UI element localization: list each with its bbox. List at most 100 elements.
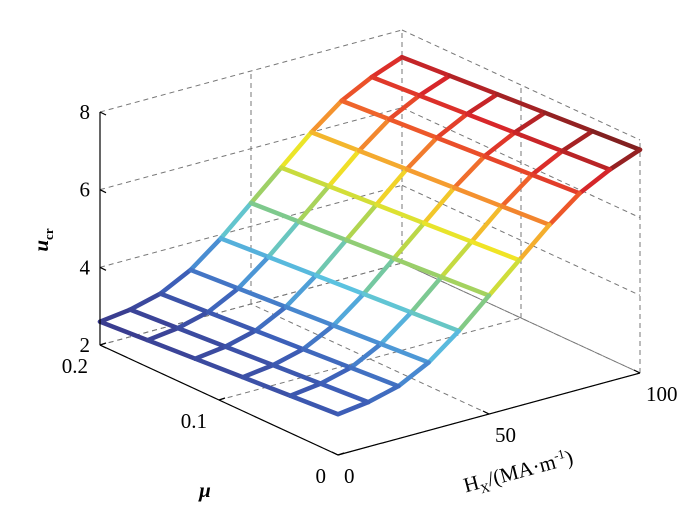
- mesh-segment: [266, 219, 301, 260]
- mesh-segment: [127, 291, 163, 312]
- mesh-segment: [318, 381, 371, 405]
- mesh-segment: [365, 383, 401, 405]
- mesh-segment: [240, 374, 293, 398]
- mesh-segment: [288, 381, 323, 398]
- mesh-segment: [559, 128, 595, 154]
- z-tick: [99, 344, 107, 349]
- y-tick: [337, 452, 345, 456]
- mesh-segment: [396, 360, 431, 389]
- mesh-segment: [253, 304, 289, 333]
- mesh-segment: [577, 167, 613, 196]
- mesh-segment: [248, 200, 301, 224]
- x-grid-line: [401, 262, 641, 374]
- mesh-segment: [97, 307, 133, 324]
- mesh-segment: [469, 204, 505, 244]
- y-axis-label: μ: [198, 478, 211, 502]
- mesh-segment: [309, 130, 362, 154]
- mesh-segment: [97, 319, 150, 343]
- mesh-segment: [343, 202, 379, 243]
- mesh-segment: [512, 110, 548, 135]
- mesh-segment: [326, 148, 362, 189]
- y-tick: [218, 397, 226, 401]
- mesh-segment: [348, 365, 401, 389]
- mesh-segment: [559, 148, 613, 172]
- mesh-segment: [248, 165, 284, 206]
- mesh-segment: [464, 91, 500, 117]
- mesh-segment: [235, 254, 271, 291]
- mesh-segment: [369, 74, 422, 98]
- y-tick: [99, 342, 107, 346]
- mesh-segment: [408, 310, 462, 334]
- mesh-segment: [547, 191, 582, 228]
- mesh-segment: [391, 256, 444, 280]
- grid-layer: [99, 29, 641, 456]
- x-grid-line: [250, 303, 490, 415]
- mesh-segment: [529, 148, 565, 178]
- mesh-segment: [145, 325, 181, 343]
- mesh-segment: [469, 239, 522, 263]
- y-tick-label: 0.2: [62, 354, 88, 378]
- mesh-segment: [447, 73, 500, 97]
- mesh-segment: [205, 286, 241, 315]
- mesh-segment: [300, 346, 354, 370]
- mesh-segment: [590, 128, 643, 152]
- mesh-segment: [482, 154, 535, 178]
- x-tick-label: 50: [495, 423, 516, 447]
- mesh-segment: [434, 135, 487, 159]
- mesh-segment: [296, 183, 332, 224]
- x-tick: [633, 369, 641, 374]
- mesh-segment: [451, 154, 487, 191]
- mesh-segment: [188, 267, 241, 291]
- y-tick-label: 0: [316, 464, 327, 488]
- mesh-segment: [175, 325, 228, 349]
- mesh-segment: [464, 111, 517, 135]
- mesh-segment: [356, 117, 392, 154]
- mesh-segment: [270, 362, 323, 386]
- x-tick-label: 0: [344, 464, 355, 488]
- mesh-segment: [278, 130, 314, 170]
- mesh-segment: [378, 310, 414, 347]
- z-axis-label: ucr: [29, 228, 56, 251]
- mesh-segment: [361, 291, 414, 315]
- mesh-segment: [318, 365, 354, 386]
- mesh-segment: [516, 222, 552, 263]
- mesh-segment: [223, 328, 258, 349]
- mesh-segment: [417, 93, 470, 117]
- z-grid-line: [99, 184, 403, 268]
- z-tick-label: 8: [80, 100, 91, 124]
- mesh-segment: [404, 167, 457, 191]
- mesh-segment: [529, 172, 582, 196]
- x-tick: [482, 410, 490, 415]
- mesh-segment: [127, 307, 181, 331]
- mesh-segment: [158, 267, 193, 296]
- mesh-segment: [335, 399, 371, 417]
- mesh-segment: [417, 73, 452, 98]
- mesh-segment: [404, 135, 440, 172]
- mesh-segment: [223, 344, 276, 368]
- mesh-segment: [288, 393, 341, 417]
- mesh-segment: [343, 237, 397, 261]
- mesh-segment: [434, 111, 470, 141]
- mesh-segment: [218, 236, 271, 260]
- y-grid-line: [99, 262, 403, 346]
- mesh-segment: [175, 309, 211, 331]
- mesh-segment: [313, 237, 349, 278]
- mesh-segment: [253, 328, 306, 352]
- mesh-segment: [270, 346, 306, 368]
- mesh-segment: [145, 337, 198, 361]
- mesh-segment: [326, 183, 379, 207]
- mesh-segment: [331, 291, 366, 328]
- mesh-segment: [188, 236, 224, 273]
- mesh-segment: [386, 93, 422, 122]
- mesh-segment: [278, 165, 332, 189]
- mesh-segment: [456, 293, 492, 334]
- mesh-segment: [374, 202, 427, 226]
- mesh-segment: [482, 130, 517, 159]
- mesh-segment: [296, 219, 349, 243]
- z-tick-label: 2: [80, 333, 91, 357]
- mesh-segment: [399, 54, 452, 78]
- mesh-segment: [542, 110, 595, 134]
- mesh-segment: [421, 220, 474, 244]
- x-axis-label: HX/(MA·m-1): [461, 444, 577, 500]
